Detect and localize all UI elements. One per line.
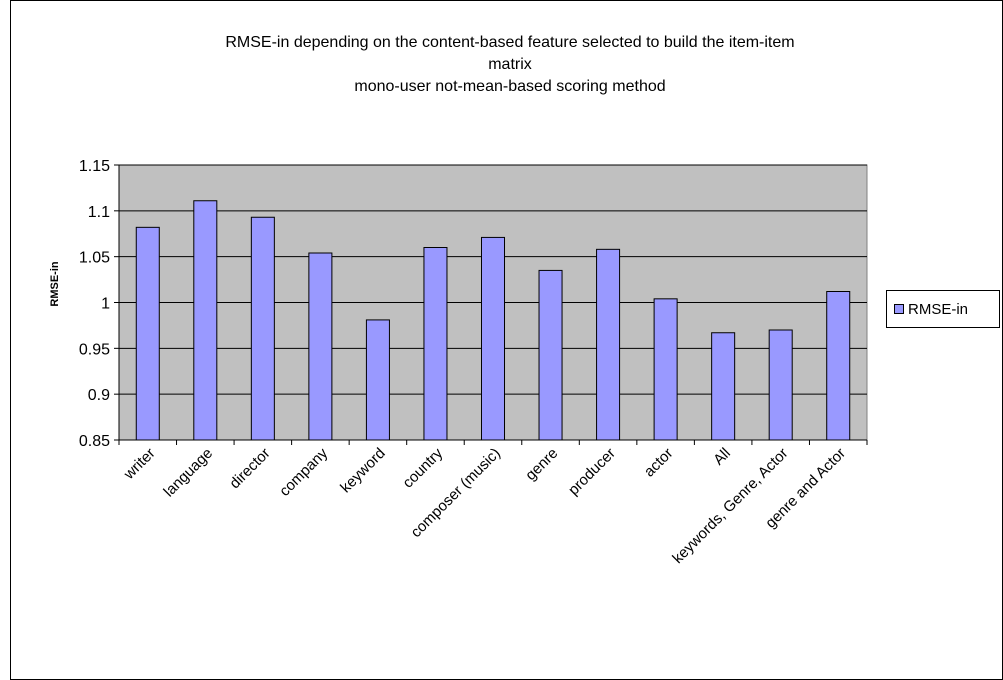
y-tick-label: 1.1	[88, 204, 110, 221]
x-tick-label: actor	[641, 445, 677, 481]
bar	[596, 248, 621, 441]
chart-title-line-3: mono-user not-mean-based scoring method	[354, 78, 666, 95]
bar	[711, 332, 736, 441]
legend-label: RMSE-in	[908, 300, 969, 318]
bar	[193, 200, 218, 441]
x-tick-label: country	[399, 444, 446, 491]
bar	[365, 319, 390, 441]
x-tick-label: All	[710, 445, 734, 469]
bar	[135, 226, 160, 441]
x-tick-label: keywords, Genre, Actor	[669, 445, 791, 567]
bar	[768, 329, 793, 441]
bar	[480, 236, 506, 441]
y-tick-label: 0.9	[88, 387, 110, 404]
bar	[423, 247, 448, 441]
bar	[250, 216, 275, 441]
chart-title-line-2: matrix	[488, 56, 532, 73]
chart-title-line-1: RMSE-in depending on the content-based f…	[225, 34, 795, 51]
legend: RMSE-in	[886, 290, 1000, 328]
chart-title: RMSE-in depending on the content-based f…	[20, 32, 1000, 98]
x-tick-label: genre	[522, 445, 561, 484]
x-tick-label: producer	[565, 445, 619, 499]
y-tick-label: 1	[101, 296, 110, 313]
y-tick-label: 1.05	[79, 250, 110, 267]
legend-swatch	[894, 304, 904, 314]
x-tick-label: director	[226, 445, 273, 492]
y-tick-label: 0.85	[79, 433, 110, 450]
x-tick-label: writer	[120, 445, 159, 484]
x-tick-label: keyword	[337, 445, 389, 497]
x-tick-label: language	[160, 445, 216, 501]
bar	[653, 298, 678, 441]
x-tick-label: company	[276, 444, 331, 499]
y-tick-label: 0.95	[79, 341, 110, 358]
bar	[308, 252, 333, 441]
bar	[538, 269, 563, 441]
bar	[826, 291, 851, 441]
y-tick-label: 1.15	[79, 158, 110, 175]
